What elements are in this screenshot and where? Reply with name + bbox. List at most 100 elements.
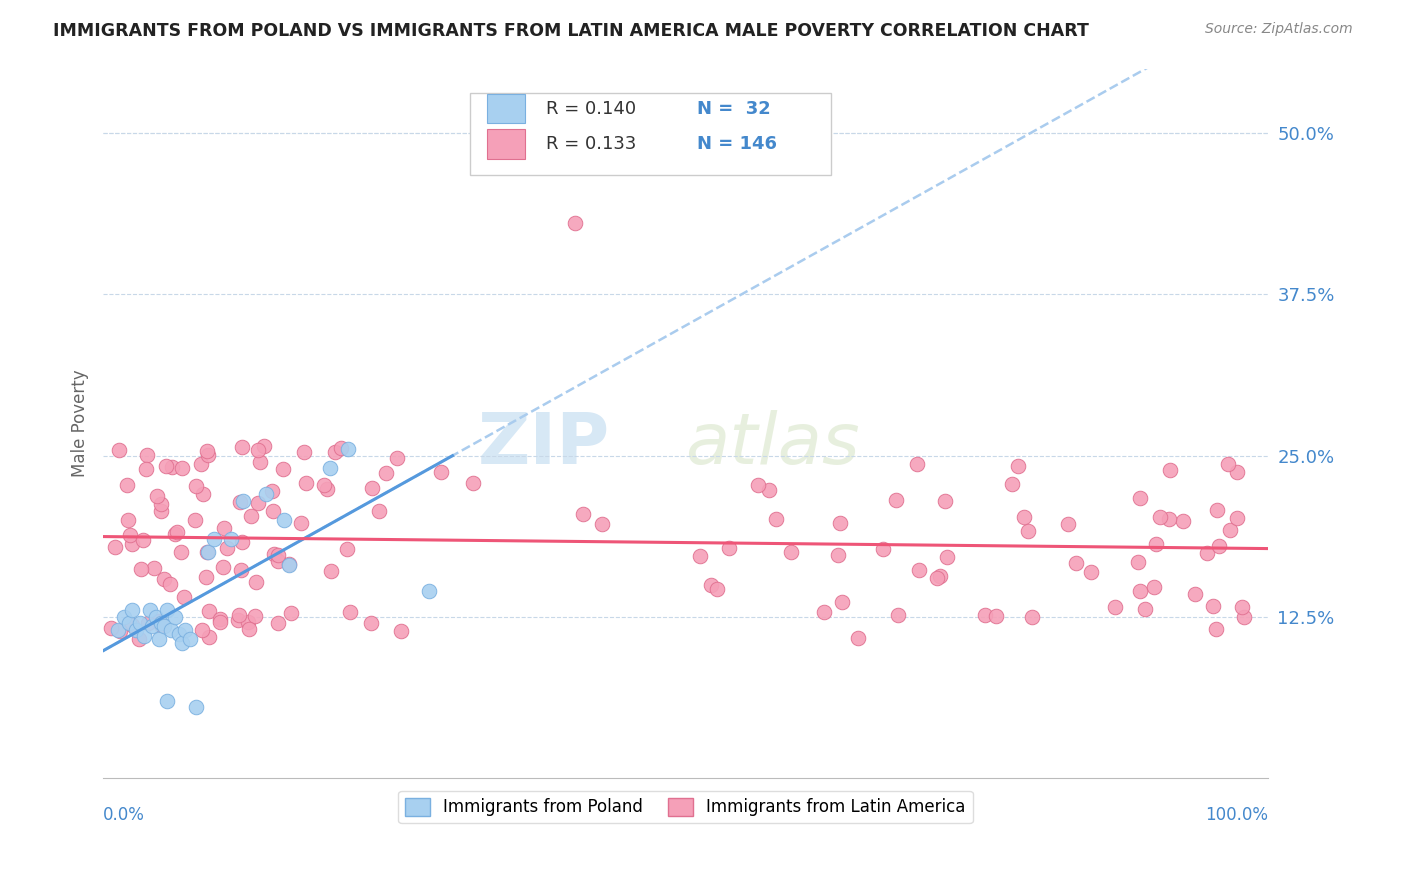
Point — [131, 533, 153, 547]
Point — [1208, 539, 1230, 553]
Point — [934, 494, 956, 508]
Point — [172, 635, 194, 649]
Point — [884, 493, 907, 508]
Point — [572, 507, 595, 521]
Point — [929, 569, 952, 583]
Point — [146, 614, 169, 628]
FancyBboxPatch shape — [488, 94, 524, 123]
Point — [138, 603, 160, 617]
Point — [143, 561, 166, 575]
Point — [905, 458, 928, 472]
Point — [848, 631, 870, 645]
Point — [149, 503, 172, 517]
Point — [974, 607, 997, 622]
Point — [166, 524, 188, 539]
Point — [231, 440, 253, 454]
Point — [195, 444, 218, 458]
Point — [1171, 514, 1194, 528]
Point — [245, 575, 267, 590]
FancyBboxPatch shape — [470, 94, 831, 175]
Point — [765, 512, 787, 526]
Point — [260, 484, 283, 499]
Point — [927, 571, 949, 585]
Point — [1129, 491, 1152, 505]
Point — [117, 513, 139, 527]
Text: N = 146: N = 146 — [697, 136, 778, 153]
Point — [389, 624, 412, 638]
Point — [129, 562, 152, 576]
Point — [387, 451, 409, 466]
Point — [1159, 462, 1181, 476]
Point — [290, 516, 312, 530]
Point — [830, 516, 852, 530]
Point — [699, 578, 721, 592]
Text: N =  32: N = 32 — [697, 100, 770, 118]
Point — [107, 623, 129, 637]
Point — [872, 541, 894, 556]
Point — [208, 615, 231, 630]
Point — [271, 461, 294, 475]
Point — [706, 582, 728, 596]
Point — [135, 448, 157, 462]
Point — [936, 550, 959, 565]
Point — [150, 616, 173, 631]
Point — [150, 618, 173, 632]
Point — [267, 554, 290, 568]
Point — [156, 693, 179, 707]
Point — [208, 612, 231, 626]
Point — [418, 584, 440, 599]
Point — [1001, 477, 1024, 491]
Point — [295, 476, 318, 491]
Point — [1129, 583, 1152, 598]
Point — [315, 482, 337, 496]
Point — [132, 629, 155, 643]
Point — [984, 608, 1007, 623]
Point — [231, 535, 253, 549]
Point — [115, 477, 138, 491]
Point — [263, 504, 285, 518]
Point — [368, 504, 391, 518]
Legend: Immigrants from Poland, Immigrants from Latin America: Immigrants from Poland, Immigrants from … — [398, 791, 973, 823]
Point — [159, 576, 181, 591]
Point — [163, 526, 186, 541]
Point — [195, 570, 218, 584]
Point — [827, 548, 849, 562]
Point — [253, 439, 276, 453]
Point — [129, 616, 152, 631]
Point — [312, 478, 335, 492]
Point — [141, 619, 163, 633]
Point — [121, 603, 143, 617]
Point — [336, 442, 359, 456]
Point — [198, 630, 221, 644]
Point — [292, 445, 315, 459]
Point — [273, 513, 295, 527]
Point — [167, 626, 190, 640]
Point — [323, 444, 346, 458]
Point — [184, 479, 207, 493]
Point — [155, 459, 177, 474]
Point — [197, 448, 219, 462]
Text: 100.0%: 100.0% — [1205, 806, 1268, 824]
Point — [267, 615, 290, 630]
FancyBboxPatch shape — [488, 129, 524, 159]
Point — [121, 537, 143, 551]
Text: IMMIGRANTS FROM POLAND VS IMMIGRANTS FROM LATIN AMERICA MALE POVERTY CORRELATION: IMMIGRANTS FROM POLAND VS IMMIGRANTS FRO… — [53, 22, 1090, 40]
Point — [239, 509, 262, 524]
Point — [228, 608, 250, 623]
Point — [321, 565, 343, 579]
Point — [1017, 524, 1039, 538]
Point — [229, 495, 252, 509]
Point — [211, 559, 233, 574]
Point — [153, 572, 176, 586]
Text: ZIP: ZIP — [478, 410, 610, 479]
Point — [1080, 565, 1102, 579]
Point — [128, 632, 150, 647]
Point — [375, 467, 398, 481]
Point — [689, 549, 711, 563]
Point — [149, 497, 172, 511]
Point — [1195, 546, 1218, 560]
Point — [172, 461, 194, 475]
Point — [212, 520, 235, 534]
Point — [1064, 556, 1087, 570]
Point — [1021, 610, 1043, 624]
